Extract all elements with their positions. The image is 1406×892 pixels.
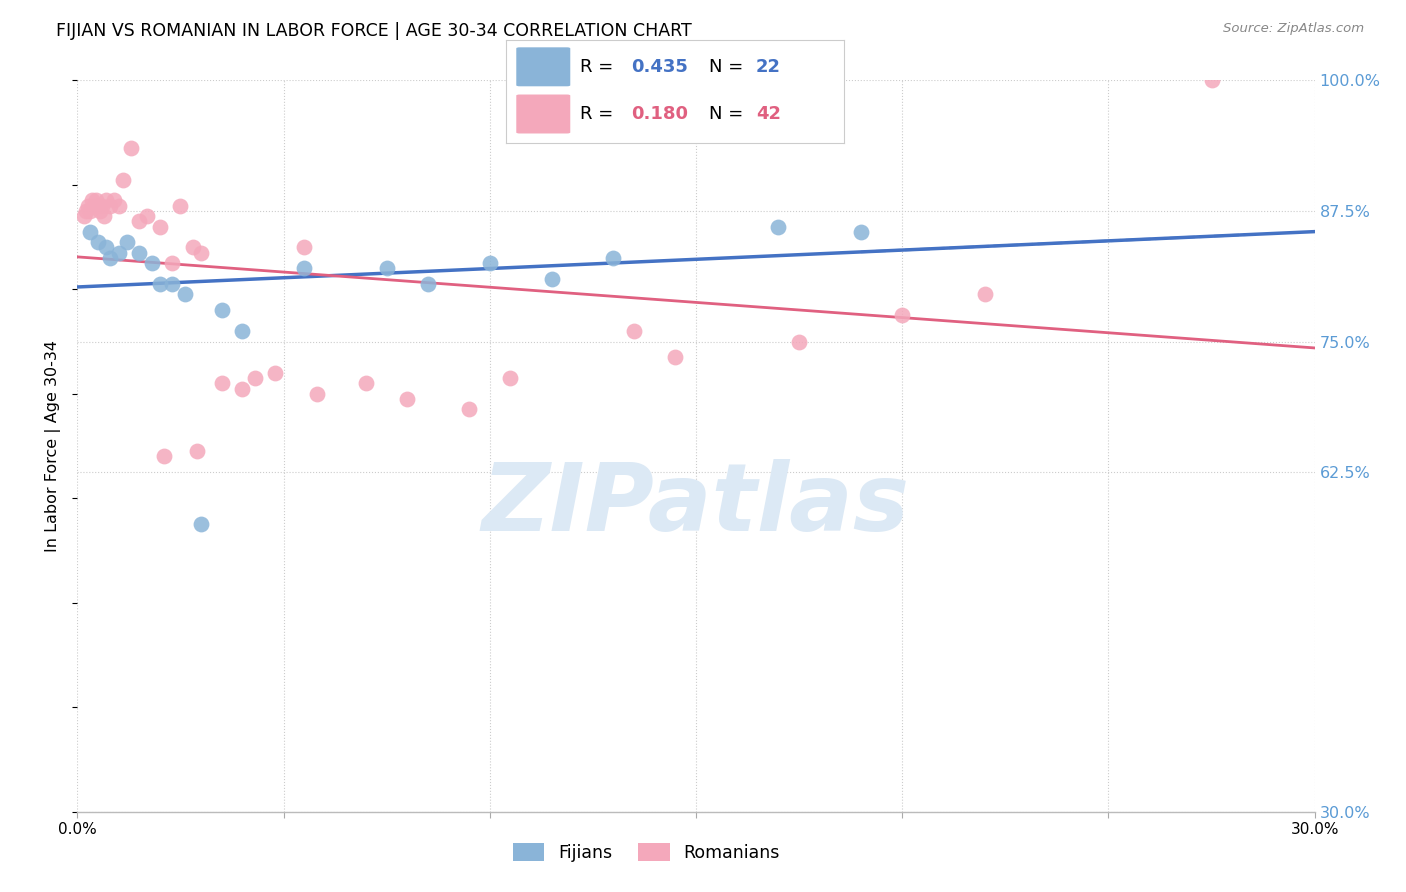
Text: ZIPatlas: ZIPatlas — [482, 458, 910, 550]
Point — [107, 199, 129, 213]
Point — [190, 245, 212, 260]
Point — [211, 303, 233, 318]
Point — [111, 172, 134, 186]
Point — [354, 376, 377, 391]
Point — [98, 199, 121, 213]
Point — [141, 256, 163, 270]
Point — [849, 225, 872, 239]
Text: FIJIAN VS ROMANIAN IN LABOR FORCE | AGE 30-34 CORRELATION CHART: FIJIAN VS ROMANIAN IN LABOR FORCE | AGE … — [56, 22, 692, 40]
Point — [79, 203, 101, 218]
Point — [115, 235, 138, 250]
Point — [128, 214, 150, 228]
Point — [96, 194, 118, 208]
Point — [149, 277, 172, 291]
Text: R =: R = — [581, 105, 620, 123]
Text: N =: N = — [709, 58, 748, 76]
Point — [499, 371, 522, 385]
Text: N =: N = — [709, 105, 748, 123]
Point — [458, 402, 481, 417]
Point — [186, 444, 208, 458]
Point — [87, 235, 110, 250]
Point — [153, 450, 176, 464]
Point — [231, 382, 253, 396]
Point — [181, 240, 204, 254]
Point — [89, 203, 111, 218]
Point — [160, 277, 183, 291]
Text: 22: 22 — [756, 58, 780, 76]
Y-axis label: In Labor Force | Age 30-34: In Labor Force | Age 30-34 — [45, 340, 62, 552]
Point — [416, 277, 439, 291]
Point — [76, 199, 98, 213]
Text: Source: ZipAtlas.com: Source: ZipAtlas.com — [1223, 22, 1364, 36]
Point — [305, 386, 328, 401]
Point — [1201, 73, 1223, 87]
Point — [768, 219, 790, 234]
Text: 42: 42 — [756, 105, 780, 123]
Point — [149, 219, 172, 234]
Point — [136, 209, 159, 223]
Point — [120, 141, 142, 155]
Point — [169, 199, 191, 213]
Point — [602, 251, 624, 265]
Point — [973, 287, 995, 301]
Point — [84, 194, 107, 208]
Legend: Fijians, Romanians: Fijians, Romanians — [506, 836, 787, 869]
FancyBboxPatch shape — [516, 47, 571, 87]
Point — [107, 245, 129, 260]
Point — [292, 240, 315, 254]
Point — [478, 256, 501, 270]
Point — [83, 199, 105, 213]
Point — [231, 324, 253, 338]
Point — [623, 324, 645, 338]
Point — [211, 376, 233, 391]
Point — [96, 240, 118, 254]
Point — [128, 245, 150, 260]
Point — [91, 199, 114, 213]
Point — [72, 209, 94, 223]
Point — [190, 517, 212, 532]
Point — [79, 225, 101, 239]
Point — [891, 309, 914, 323]
Text: R =: R = — [581, 58, 620, 76]
Text: 0.180: 0.180 — [631, 105, 688, 123]
Point — [80, 194, 103, 208]
Point — [375, 261, 398, 276]
Point — [173, 287, 195, 301]
Point — [93, 209, 115, 223]
Point — [540, 272, 562, 286]
Point — [87, 199, 110, 213]
Point — [98, 251, 121, 265]
Point — [787, 334, 810, 349]
Point — [292, 261, 315, 276]
Point — [75, 203, 97, 218]
Point — [103, 194, 125, 208]
Point — [664, 350, 686, 364]
Point — [243, 371, 266, 385]
Point — [396, 392, 419, 406]
Text: 0.435: 0.435 — [631, 58, 688, 76]
Point — [264, 366, 287, 380]
FancyBboxPatch shape — [516, 95, 571, 134]
Point — [160, 256, 183, 270]
